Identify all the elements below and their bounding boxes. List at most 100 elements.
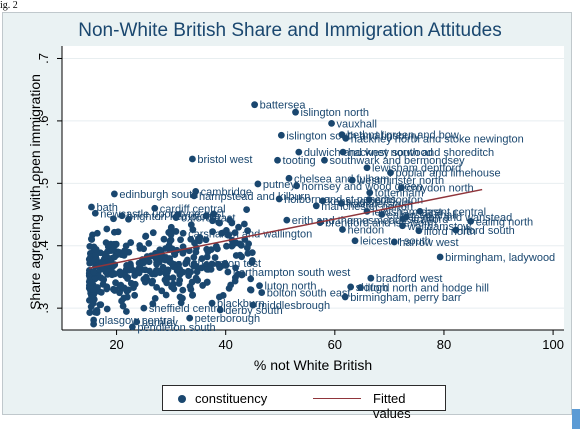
data-point: [133, 318, 141, 326]
data-point: [187, 221, 195, 229]
data-point: [172, 228, 180, 235]
y-axis-label: Share agreeing with open immigration: [27, 74, 43, 310]
data-point: [86, 309, 94, 316]
point-label: croydon north: [406, 183, 473, 195]
data-point: [216, 264, 224, 271]
data-point: [86, 259, 94, 267]
point-label: chelsea and fulham: [294, 173, 389, 185]
figure-caption: ig. 2: [0, 0, 18, 11]
data-point: [131, 291, 139, 299]
data-point: [363, 164, 371, 172]
data-point: [339, 148, 347, 156]
data-point: [248, 257, 256, 264]
data-point: [151, 294, 159, 302]
data-point: [399, 222, 406, 230]
data-point: [321, 156, 328, 164]
data-point: [169, 274, 177, 282]
point-label: hackney north and stoke newington: [351, 133, 524, 145]
data-point: [387, 169, 394, 177]
data-point: [140, 304, 148, 312]
data-point: [179, 286, 187, 294]
data-point: [149, 229, 157, 237]
legend-label-fitted: Fitted values: [373, 391, 411, 421]
point-label: ealing north: [476, 216, 534, 228]
data-point: [122, 308, 130, 315]
data-point: [204, 248, 212, 256]
data-point: [127, 279, 135, 287]
data-point: [135, 269, 143, 277]
data-point: [221, 260, 229, 267]
data-point: [158, 287, 166, 295]
data-point: [351, 237, 359, 245]
data-point: [154, 267, 162, 275]
data-point: [183, 256, 191, 264]
data-point: [295, 148, 303, 156]
data-point: [136, 242, 144, 249]
data-point: [293, 182, 301, 190]
data-point: [86, 242, 94, 250]
data-point: [108, 271, 116, 279]
data-point: [328, 119, 335, 127]
data-point: [258, 289, 266, 296]
data-point: [202, 236, 210, 244]
point-label: birmingham, ladywood: [445, 252, 555, 264]
data-point: [117, 281, 125, 289]
data-point: [162, 269, 169, 277]
data-point: [232, 239, 240, 247]
data-point: [357, 284, 364, 291]
data-point: [416, 208, 424, 215]
data-point: [254, 180, 262, 188]
point-label: bolton south east: [267, 288, 351, 300]
data-point: [161, 256, 169, 264]
data-point: [339, 226, 346, 233]
data-point: [227, 281, 235, 289]
data-point: [283, 216, 291, 224]
point-label: birmingham, perry barr: [350, 292, 462, 304]
legend-marker-constituency: [178, 395, 186, 403]
data-point: [88, 294, 96, 302]
point-label: putney: [263, 179, 297, 191]
data-point: [277, 131, 285, 139]
data-point: [90, 316, 98, 324]
data-point: [214, 245, 221, 253]
point-label: brent central: [425, 206, 486, 218]
point-label: slough: [356, 282, 388, 294]
data-point: [239, 271, 246, 278]
data-point: [275, 195, 283, 203]
data-point: [274, 156, 281, 164]
data-point: [176, 293, 184, 301]
point-label: luton north: [265, 281, 317, 293]
data-point: [92, 245, 100, 253]
data-point: [129, 266, 136, 274]
data-point: [348, 176, 356, 184]
x-tick-label: 60: [328, 337, 342, 352]
point-label: hornsey and wood green: [302, 181, 423, 193]
data-point: [198, 264, 206, 272]
data-point: [198, 255, 206, 262]
point-label: oxford east: [181, 213, 235, 225]
data-point: [202, 212, 210, 220]
point-label: newcastle upon tyne east: [100, 208, 224, 220]
point-label: lewisham east: [372, 206, 442, 218]
data-point: [102, 239, 110, 247]
data-point: [210, 210, 218, 218]
data-point: [193, 268, 201, 276]
data-point: [93, 306, 101, 314]
data-point: [366, 189, 374, 197]
data-point: [232, 264, 239, 272]
data-point: [390, 238, 398, 246]
point-label: bradford west: [376, 273, 443, 285]
data-point: [190, 192, 198, 200]
data-point: [90, 268, 98, 276]
scroll-marker: [572, 409, 580, 429]
data-point: [98, 258, 106, 266]
data-point: [87, 235, 95, 243]
point-label: hackney south and shoreditch: [348, 147, 494, 159]
data-point: [190, 253, 198, 261]
data-point: [111, 242, 119, 250]
data-point: [92, 255, 100, 263]
data-point: [124, 275, 131, 282]
data-point: [172, 214, 180, 222]
point-label: brentford and isleworth: [325, 218, 437, 230]
